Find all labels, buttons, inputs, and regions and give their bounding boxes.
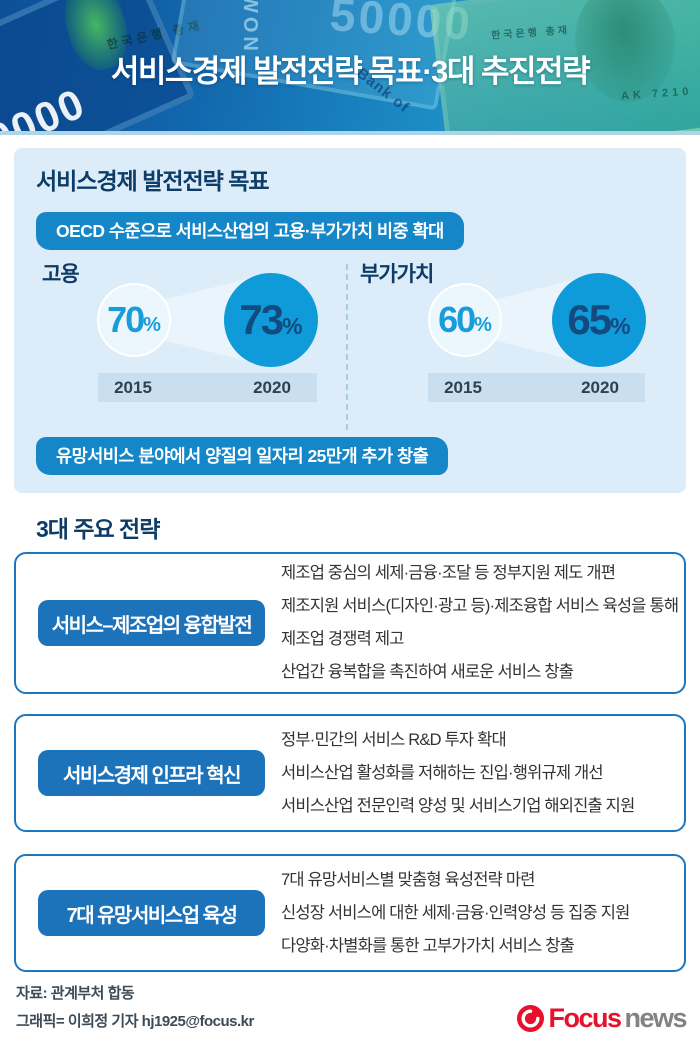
employment-2020-value: 73	[239, 296, 284, 343]
strategy-point: 산업간 융복합을 촉진하여 새로운 서비스 창출	[281, 663, 574, 681]
header-divider	[0, 131, 700, 135]
page-title: 서비스경제 발전전략 목표·3대 추진전략	[110, 54, 591, 89]
strategy-point: 다양화·차별화를 통한 고부가가치 서비스 창출	[281, 936, 575, 955]
strategy-points-infrastructure: 정부·민간의 서비스 R&D 투자 확대 서비스산업 활성화를 저해하는 진입·…	[281, 724, 635, 823]
focus-logo-icon	[517, 1005, 545, 1032]
employment-2015-value: 70	[107, 299, 145, 340]
source-credit: 자료: 관계부처 합동	[16, 985, 135, 1002]
strategies-heading: 3대 주요 전략	[36, 516, 160, 542]
goal-section: 서비스경제 발전전략 목표 OECD 수준으로 서비스산업의 고용·부가가치 비…	[14, 148, 686, 493]
strategy-point: 7대 유망서비스별 맞춤형 육성전략 마련	[281, 870, 535, 889]
strategy-card-infrastructure: 서비스경제 인프라 혁신 정부·민간의 서비스 R&D 투자 확대 서비스산업 …	[14, 714, 686, 832]
group-label-value-added: 부가가치	[360, 263, 434, 286]
strategy-label-fusion: 서비스–제조업의 융합발전	[38, 600, 265, 646]
strategy-card-promising-services: 7대 유망서비스업 육성 7대 유망서비스별 맞춤형 육성전략 마련 신성장 서…	[14, 854, 686, 972]
value-added-2020-circle: 65 %	[552, 273, 646, 367]
year-2015-label: 2015	[444, 378, 482, 397]
value-added-2015-circle: 60 %	[428, 283, 502, 357]
strategy-point: 제조업 중심의 세제·금융·조달 등 정부지원 제도 개편	[281, 564, 616, 582]
strategy-point: 정부·민간의 서비스 R&D 투자 확대	[281, 730, 507, 749]
strategy-label-infrastructure: 서비스경제 인프라 혁신	[38, 750, 265, 796]
percent-sign: %	[610, 312, 631, 339]
goal-heading: 서비스경제 발전전략 목표	[36, 168, 270, 194]
year-2020-label: 2020	[581, 378, 619, 397]
strategy-point: 신성장 서비스에 대한 세제·금융·인력양성 등 집중 지원	[281, 903, 630, 922]
strategy-point: 서비스산업 활성화를 저해하는 진입·행위규제 개선	[281, 763, 604, 782]
logo-brand-text: Focus	[548, 1003, 622, 1033]
value-added-2015-value: 60	[438, 299, 476, 340]
value-added-year-band: 2015 2020	[428, 373, 645, 402]
employment-2020-circle: 73 %	[224, 273, 318, 367]
strategy-points-promising-services: 7대 유망서비스별 맞춤형 육성전략 마련 신성장 서비스에 대한 세제·금융·…	[281, 864, 630, 963]
group-divider	[346, 264, 348, 430]
value-added-2020-value: 65	[567, 296, 612, 343]
strategy-label-promising-services: 7대 유망서비스업 육성	[38, 890, 265, 936]
percent-sign: %	[282, 312, 303, 339]
strategy-card-fusion: 서비스–제조업의 융합발전 제조업 중심의 세제·금융·조달 등 정부지원 제도…	[14, 552, 686, 694]
graphic-credit: 그래픽= 이희정 기자 hj1925@focus.kr	[16, 1013, 254, 1030]
strategy-point: 제조지원 서비스(디자인·광고 등)·제조융합 서비스 육성을 통해 제조업 경…	[281, 597, 679, 648]
logo-suffix-text: news	[624, 1003, 687, 1033]
strategy-points-fusion: 제조업 중심의 세제·금융·조달 등 정부지원 제도 개편 제조지원 서비스(디…	[281, 557, 679, 689]
goal-bottom-banner: 유망서비스 분야에서 양질의 일자리 25만개 추가 창출	[36, 437, 449, 475]
year-2020-label: 2020	[253, 378, 291, 397]
header-banner: 0000 한국은행 총재 50000 WON Bank of 한국은행 총재 A…	[0, 0, 700, 131]
year-2015-label: 2015	[114, 378, 152, 397]
goal-top-banner: OECD 수준으로 서비스산업의 고용·부가가치 비중 확대	[36, 212, 464, 250]
group-label-employment: 고용	[42, 263, 80, 286]
employment-2015-circle: 70 %	[97, 283, 171, 357]
focus-news-logo: Focus news	[517, 1003, 687, 1034]
banknote-won-text: WON	[239, 0, 261, 55]
strategy-point: 서비스산업 전문인력 양성 및 서비스기업 해외진출 지원	[281, 796, 635, 815]
percent-sign: %	[143, 313, 161, 336]
percent-sign: %	[474, 313, 492, 336]
employment-year-band: 2015 2020	[98, 373, 317, 402]
